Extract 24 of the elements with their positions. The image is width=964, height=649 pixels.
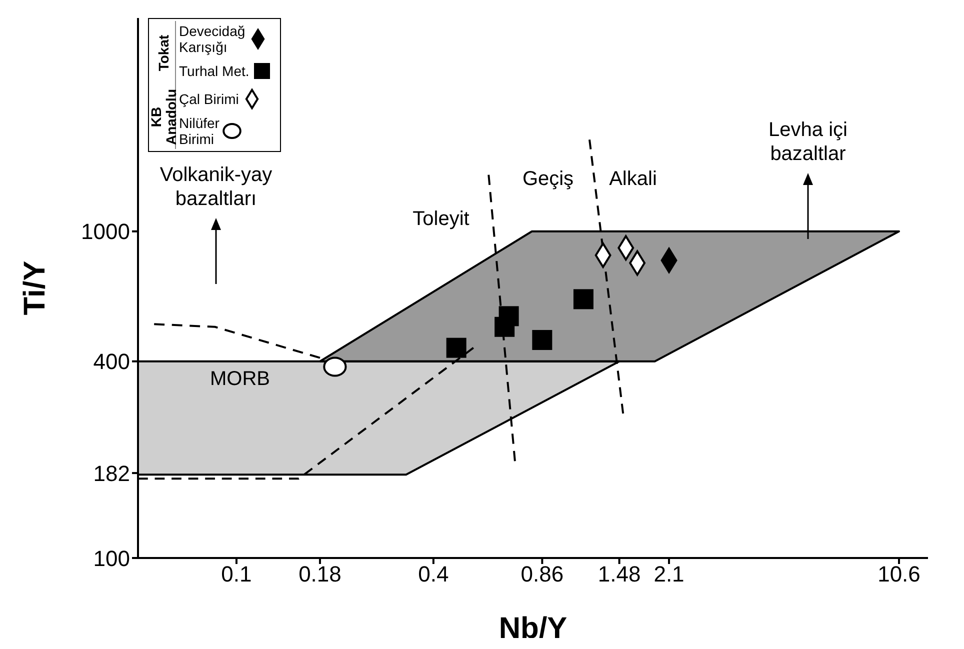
legend-label: Çal Birimi: [179, 91, 239, 107]
x-tick-label: 1.48: [598, 562, 641, 587]
y-tick-label: 400: [93, 349, 130, 374]
y-tick-label: 1000: [81, 219, 130, 244]
annotation: Geçiş: [522, 168, 574, 190]
legend-label: Turhal Met.: [179, 63, 250, 79]
x-tick-label: 0.4: [418, 562, 449, 587]
x-tick-label: 0.1: [221, 562, 252, 587]
annotation: MORB: [210, 368, 270, 390]
x-tick-label: 0.86: [520, 562, 564, 587]
annotation: Volkanik-yay bazaltları: [160, 164, 272, 210]
x-tick-label: 2.1: [654, 562, 684, 587]
annotation: Tokat: [156, 34, 172, 72]
annotation: Levha içi bazaltlar: [768, 119, 848, 166]
annotation: Alkali: [609, 168, 657, 190]
legend-label: Nilüfer Birimi: [179, 115, 220, 147]
x-tick-label: 10.6: [878, 562, 920, 587]
y-tick-label: 100: [93, 546, 130, 571]
y-tick-label: 182: [93, 460, 130, 486]
x-tick-label: 0.18: [298, 562, 342, 587]
legend-label: Devecidağ Karışığı: [179, 23, 246, 55]
annotation: KB Anadolu: [148, 89, 179, 145]
annotation: Toleyit: [412, 208, 470, 230]
y-axis-title: Ti/Y: [18, 260, 52, 316]
